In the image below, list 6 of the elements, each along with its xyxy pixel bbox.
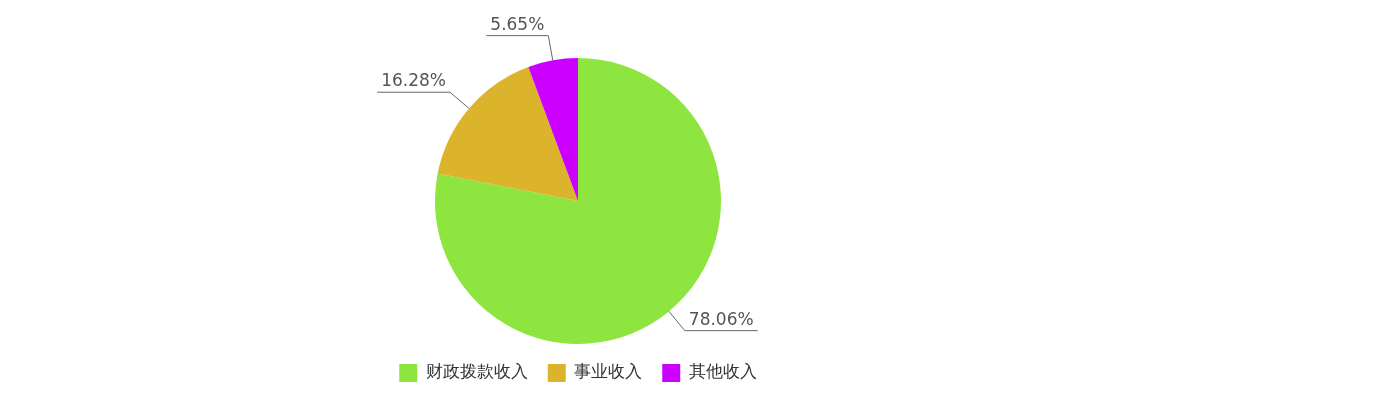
legend-label: 财政拨款收入 — [425, 361, 528, 382]
data-label: 5.65% — [490, 13, 545, 34]
data-label: 16.28% — [381, 70, 446, 91]
legend-label: 其他收入 — [688, 361, 757, 382]
data-label: 78.06% — [688, 308, 754, 329]
legend-label: 事业收入 — [574, 361, 643, 382]
